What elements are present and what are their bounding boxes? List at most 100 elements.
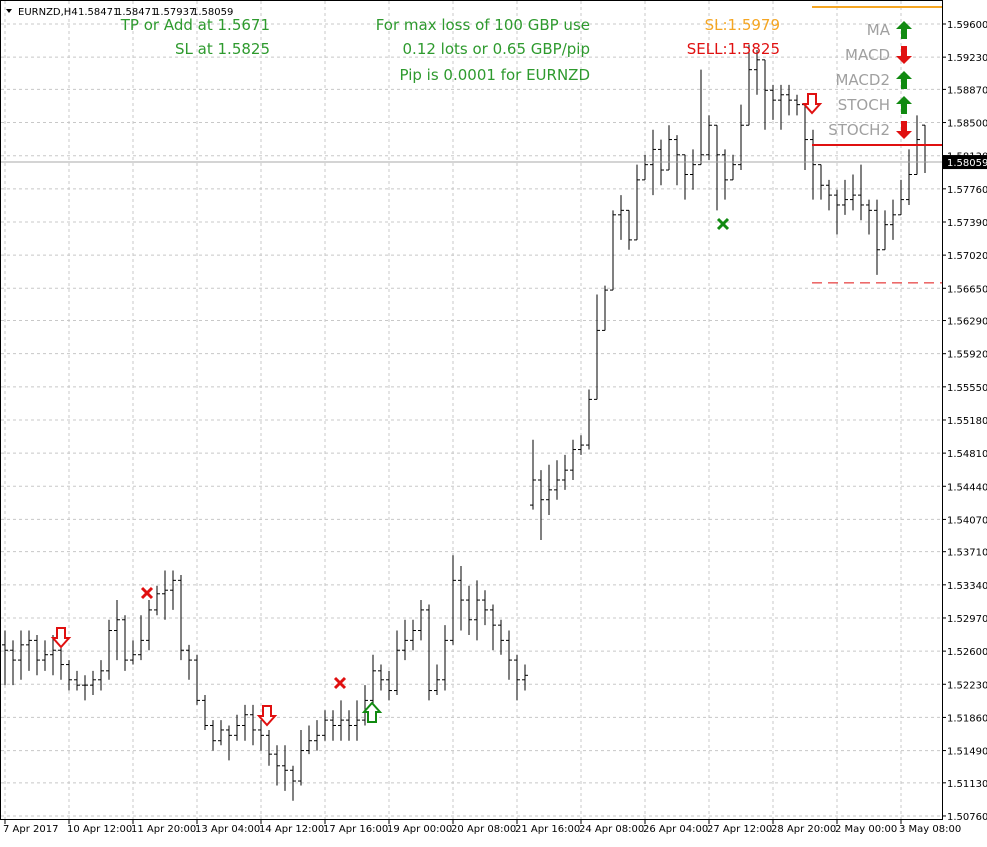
y-tick-label: 1.59230 (947, 53, 987, 64)
current-price-box (943, 155, 987, 170)
annotation: SL:1.5979 (705, 16, 780, 34)
ohlc-bar (450, 555, 456, 645)
y-tick-label: 1.55550 (947, 383, 987, 394)
ohlc-bar (810, 129, 816, 200)
ohlc-bar (202, 695, 208, 730)
ohlc-bar (154, 585, 160, 616)
exit-cross (716, 217, 730, 231)
ohlc-bar (554, 460, 560, 500)
ohlc-bar (618, 195, 624, 240)
ohlc-bar (570, 439, 576, 481)
x-tick-label: 10 Apr 12:00 (67, 824, 132, 835)
ohlc-bar (2, 630, 8, 686)
x-tick-label: 24 Apr 08:00 (579, 824, 644, 835)
levels (1, 5, 942, 284)
indicator-label: STOCH2 (828, 121, 890, 139)
ohlc-bar (642, 154, 648, 181)
y-tick-label: 1.57020 (947, 251, 987, 262)
annotation: For max loss of 100 GBP use (376, 16, 590, 34)
annotation: SL at 1.5825 (175, 40, 270, 58)
y-tick-label: 1.52600 (947, 647, 987, 658)
ohlc-bar (866, 199, 872, 235)
ohlc-bar (298, 729, 304, 786)
ohlc-bar (274, 745, 280, 786)
ohlc-bar (42, 640, 48, 671)
ohlc-bar (162, 570, 168, 620)
header-low: 1.57937 (154, 7, 195, 18)
ohlc-bar (74, 670, 80, 691)
x-tick-label: 17 Apr 16:00 (323, 824, 388, 835)
ohlc-bar (98, 660, 104, 691)
ohlc-bar (194, 654, 200, 705)
ohlc-bar (514, 654, 520, 701)
annotations: TP or Add at 1.5671 SL at 1.5825 For max… (120, 16, 780, 84)
ohlc-bar (242, 704, 248, 741)
ohlc-bar (218, 720, 224, 746)
ohlc-bar (474, 580, 480, 641)
ohlc-bar (282, 745, 288, 791)
exit-cross (140, 586, 154, 600)
ohlc-bar (786, 84, 792, 116)
y-tick-label: 1.51860 (947, 713, 987, 724)
ohlc-bar (306, 725, 312, 755)
ohlc-bar (842, 179, 848, 215)
y-tick-label: 1.53340 (947, 581, 987, 592)
y-tick-label: 1.51490 (947, 747, 987, 758)
y-tick-label: 1.57760 (947, 185, 987, 196)
indicator-label: MA (867, 21, 891, 39)
ohlc-bar (322, 710, 328, 741)
ohlc-bar (762, 59, 768, 130)
grid (1, 1, 946, 824)
annotation: 0.12 lots or 0.65 GBP/pip (403, 40, 590, 58)
ohlc-bar (906, 149, 912, 205)
ohlc-bar (370, 654, 376, 705)
signal-markers (50, 93, 823, 727)
arrow-up (896, 71, 912, 89)
ohlc-bar (114, 600, 120, 661)
ohlc-bar (226, 725, 232, 761)
ohlc-bar (898, 179, 904, 216)
x-tick-label: 7 Apr 2017 (3, 824, 58, 835)
ohlc-bar (746, 44, 752, 126)
x-tick-label: 19 Apr 00:00 (387, 824, 452, 835)
ohlc-bar (578, 435, 584, 455)
ohlc-bar (386, 670, 392, 701)
ohlc-bar (362, 685, 368, 726)
ohlc-bar (546, 464, 552, 515)
sell-arrow (50, 627, 72, 649)
annotation: Pip is 0.0001 for EURNZD (400, 66, 591, 84)
ohlc-bar (538, 470, 544, 541)
ohlc-bar (266, 729, 272, 766)
ohlc-bar (82, 675, 88, 701)
ohlc-bar (490, 604, 496, 651)
ohlc-bar (210, 720, 216, 751)
plot-frame (0, 0, 943, 820)
ohlc-bar (778, 84, 784, 130)
ohlc-bar (826, 179, 832, 211)
header: EURNZD,H4 1.58471 1.58471 1.57937 1.5805… (6, 7, 233, 18)
current-price-label: 1.58059 (947, 158, 987, 169)
indicator-label: MACD2 (835, 71, 890, 89)
ohlc-bar (522, 664, 528, 691)
ohlc-bar (378, 664, 384, 691)
ohlc-bar (698, 69, 704, 166)
x-tick-label: 21 Apr 16:00 (515, 824, 580, 835)
y-tick-label: 1.52970 (947, 614, 987, 625)
y-tick-label: 1.58870 (947, 85, 987, 96)
arrow-down (896, 46, 912, 64)
ohlc-bar (34, 634, 40, 676)
header-close: 1.58059 (192, 7, 233, 18)
ohlc-bar (290, 765, 296, 801)
y-tick-label: 1.51130 (947, 779, 987, 790)
arrow-down (896, 121, 912, 139)
ohlc-bar (586, 389, 592, 450)
y-tick-label: 1.56650 (947, 284, 987, 295)
y-tick-label: 1.59600 (947, 20, 987, 31)
ohlc-bar (18, 630, 24, 680)
annotation: TP or Add at 1.5671 (120, 16, 270, 34)
ohlc-bar (594, 294, 600, 400)
arrow-up (896, 21, 912, 39)
ohlc-bar (634, 164, 640, 241)
y-tick-label: 1.52230 (947, 680, 987, 691)
